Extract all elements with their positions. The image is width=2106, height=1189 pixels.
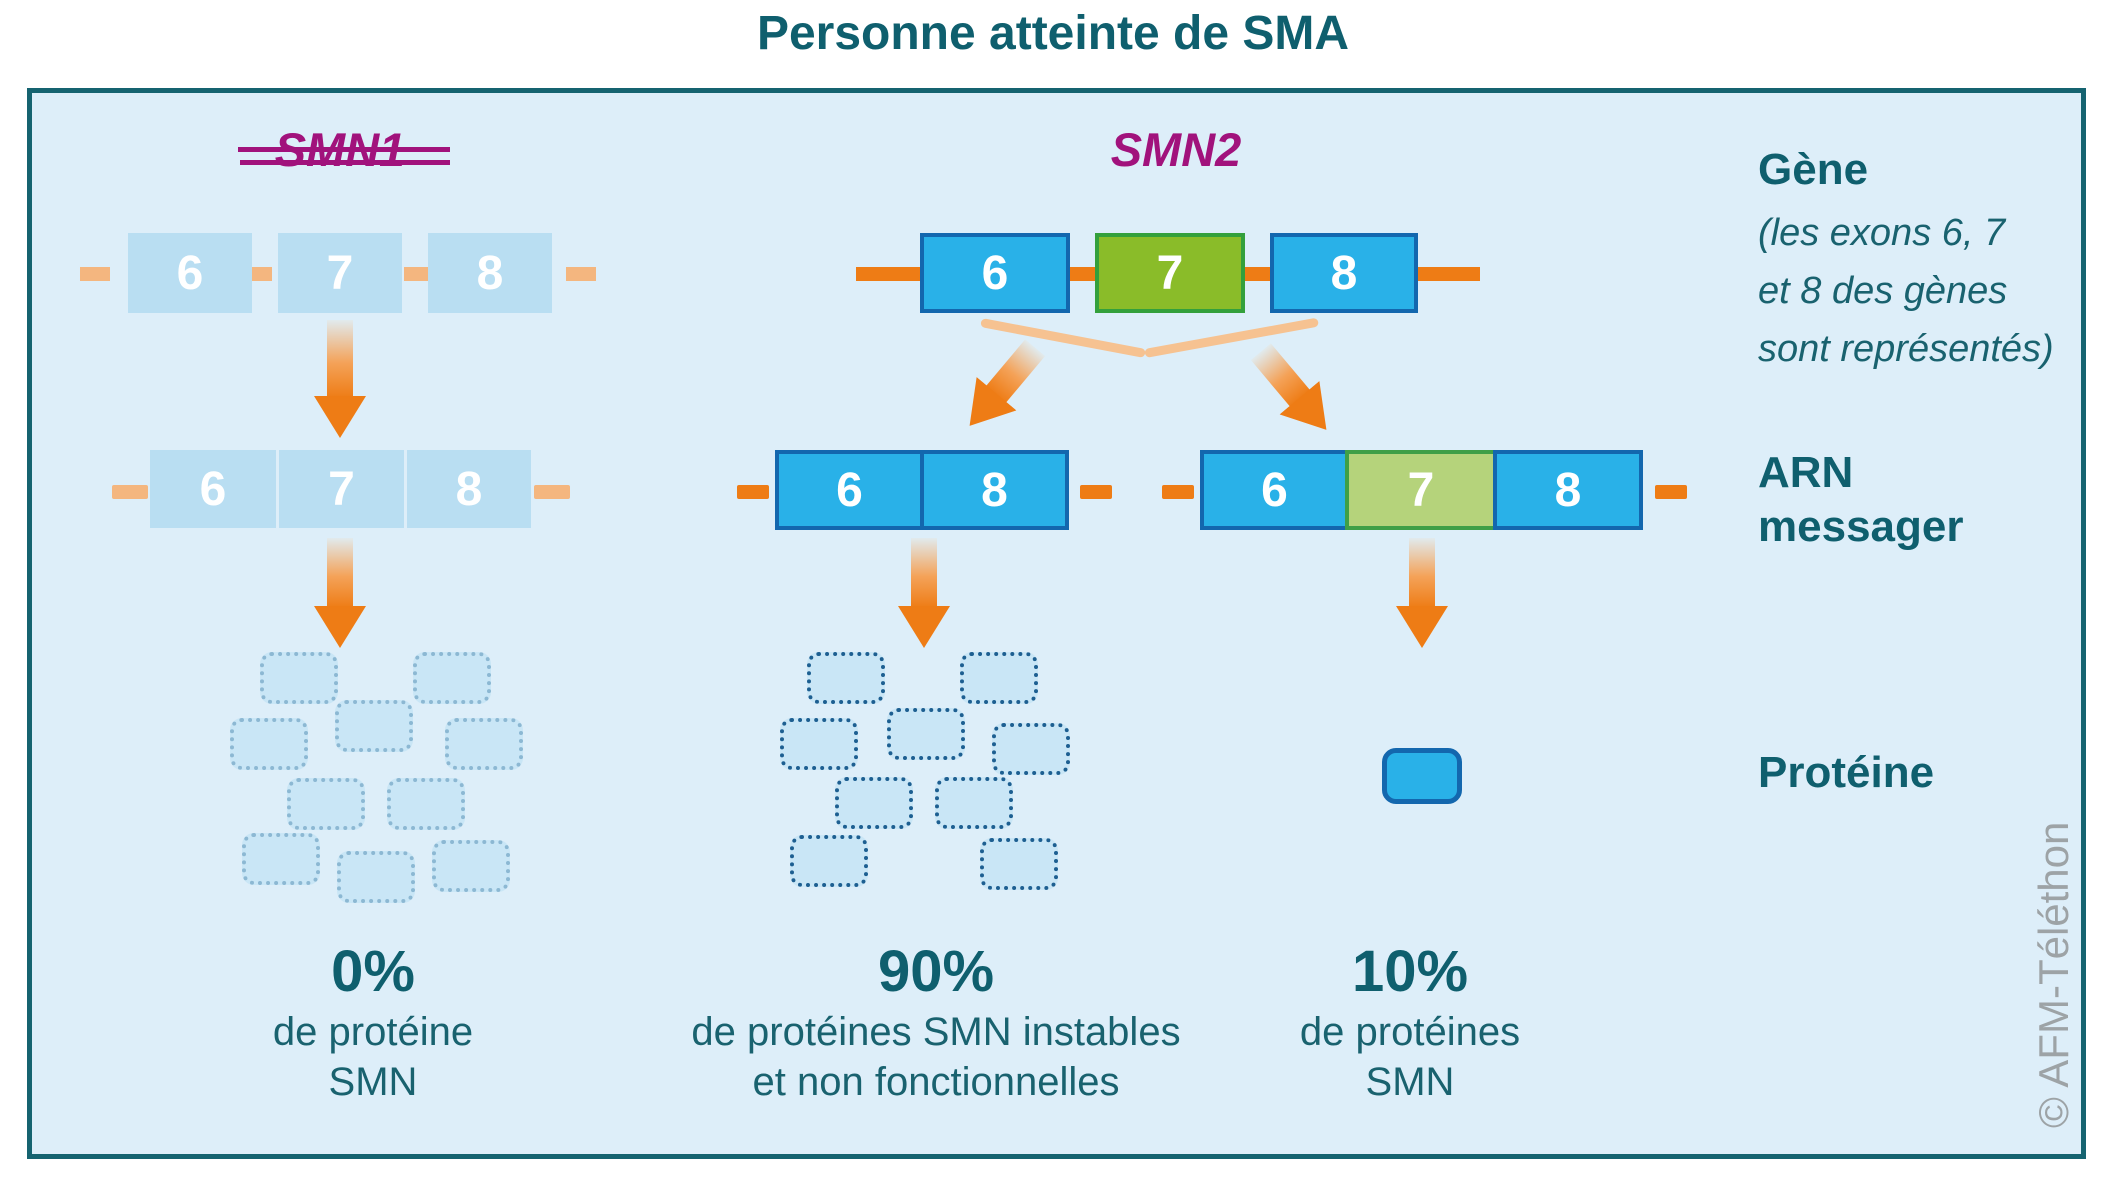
smn1-degraded-protein-shape xyxy=(413,652,491,704)
smn2-mrna68-line-end xyxy=(1080,485,1112,499)
smn1-degraded-protein-shape xyxy=(260,652,338,704)
smn2-unstable-protein-shape xyxy=(807,652,885,704)
smn2-unstable-protein-shape xyxy=(935,777,1013,829)
smn2-gene-exon-8: 8 xyxy=(1270,233,1418,313)
legend-mrna-label-line2: messager xyxy=(1758,502,1964,551)
smn2-mrna68-exon-8: 8 xyxy=(920,450,1069,530)
smn2-functional-percent: 10% xyxy=(1351,939,1469,1004)
legend-gene-note-line1: (les exons 6, 7 xyxy=(1758,212,2006,254)
smn1-gene-exon-8: 8 xyxy=(428,233,552,313)
smn-functional-protein xyxy=(1382,748,1462,804)
smn2-unstable-protein-shape xyxy=(887,708,965,760)
smn2-mrna678-exon-7: 7 xyxy=(1345,450,1497,530)
smn2-gene-name: SMN2 xyxy=(1110,123,1242,176)
smn2-mrna678-exon-6: 6 xyxy=(1200,450,1349,530)
smn2-unstable-protein-shape xyxy=(980,838,1058,890)
smn2-functional-caption-line2: SMN xyxy=(1365,1060,1455,1104)
smn2-unstable-protein-shape xyxy=(960,652,1038,704)
smn2-gene-exon-6: 6 xyxy=(920,233,1070,313)
smn1-degraded-protein-shape xyxy=(242,833,320,885)
smn1-mrna-exon-7: 7 xyxy=(279,450,404,528)
smn1-degraded-protein-shape xyxy=(432,840,510,892)
legend-gene-note-line3: sont représentés) xyxy=(1758,328,2054,370)
smn1-strikethrough-line xyxy=(238,147,450,152)
smn1-gene-exon-7: 7 xyxy=(278,233,402,313)
smn1-degraded-protein-shape xyxy=(387,778,465,830)
smn2-mrna68-exon-6: 6 xyxy=(775,450,924,530)
smn2-mrna678-exon-8: 8 xyxy=(1493,450,1643,530)
smn1-percent: 0% xyxy=(331,939,415,1004)
smn1-degraded-protein-shape xyxy=(335,700,413,752)
legend-gene-label: Gène xyxy=(1758,145,1869,194)
page-title: Personne atteinte de SMA xyxy=(756,7,1350,60)
legend-mrna-label-line1: ARN xyxy=(1758,448,1854,497)
smn1-mrna-line-end xyxy=(112,485,148,499)
smn2-unstable-percent: 90% xyxy=(877,939,995,1004)
smn2-unstable-protein-shape xyxy=(790,835,868,887)
smn1-degraded-protein-shape xyxy=(230,718,308,770)
smn2-unstable-caption-line1: de protéines SMN instables xyxy=(691,1010,1181,1054)
smn2-mrna678-line-end xyxy=(1162,485,1194,499)
smn1-degraded-protein-shape xyxy=(445,718,523,770)
smn1-caption-line1: de protéine xyxy=(272,1010,474,1054)
smn1-caption-line2: SMN xyxy=(328,1060,418,1104)
smn1-strikethrough-line xyxy=(240,160,450,165)
smn2-mrna678-line-end xyxy=(1655,485,1687,499)
smn2-unstable-protein-shape xyxy=(780,718,858,770)
smn2-translation-arrow-left-icon xyxy=(898,538,950,648)
smn1-transcription-arrow-icon xyxy=(314,320,366,438)
smn2-mrna68-line-end xyxy=(737,485,769,499)
smn1-mrna-line-end xyxy=(534,485,570,499)
smn1-mrna-exon-6: 6 xyxy=(150,450,276,528)
smn1-translation-arrow-icon xyxy=(314,538,366,648)
legend-gene-note-line2: et 8 des gènes xyxy=(1758,270,2008,312)
legend-protein-label: Protéine xyxy=(1758,748,1935,797)
smn1-degraded-protein-shape xyxy=(337,851,415,903)
smn2-functional-caption-line1: de protéines xyxy=(1299,1010,1521,1054)
smn1-gene-exon-6: 6 xyxy=(128,233,252,313)
copyright-credit: © AFM-Téléthon xyxy=(2030,821,2077,1128)
smn2-unstable-protein-shape xyxy=(835,777,913,829)
smn2-unstable-protein-shape xyxy=(992,723,1070,775)
smn2-translation-arrow-right-icon xyxy=(1396,538,1448,648)
smn1-mrna-exon-8: 8 xyxy=(407,450,531,528)
smn2-gene-exon-7: 7 xyxy=(1095,233,1245,313)
smn2-unstable-caption-line2: et non fonctionnelles xyxy=(752,1060,1120,1104)
smn1-degraded-protein-shape xyxy=(287,778,365,830)
